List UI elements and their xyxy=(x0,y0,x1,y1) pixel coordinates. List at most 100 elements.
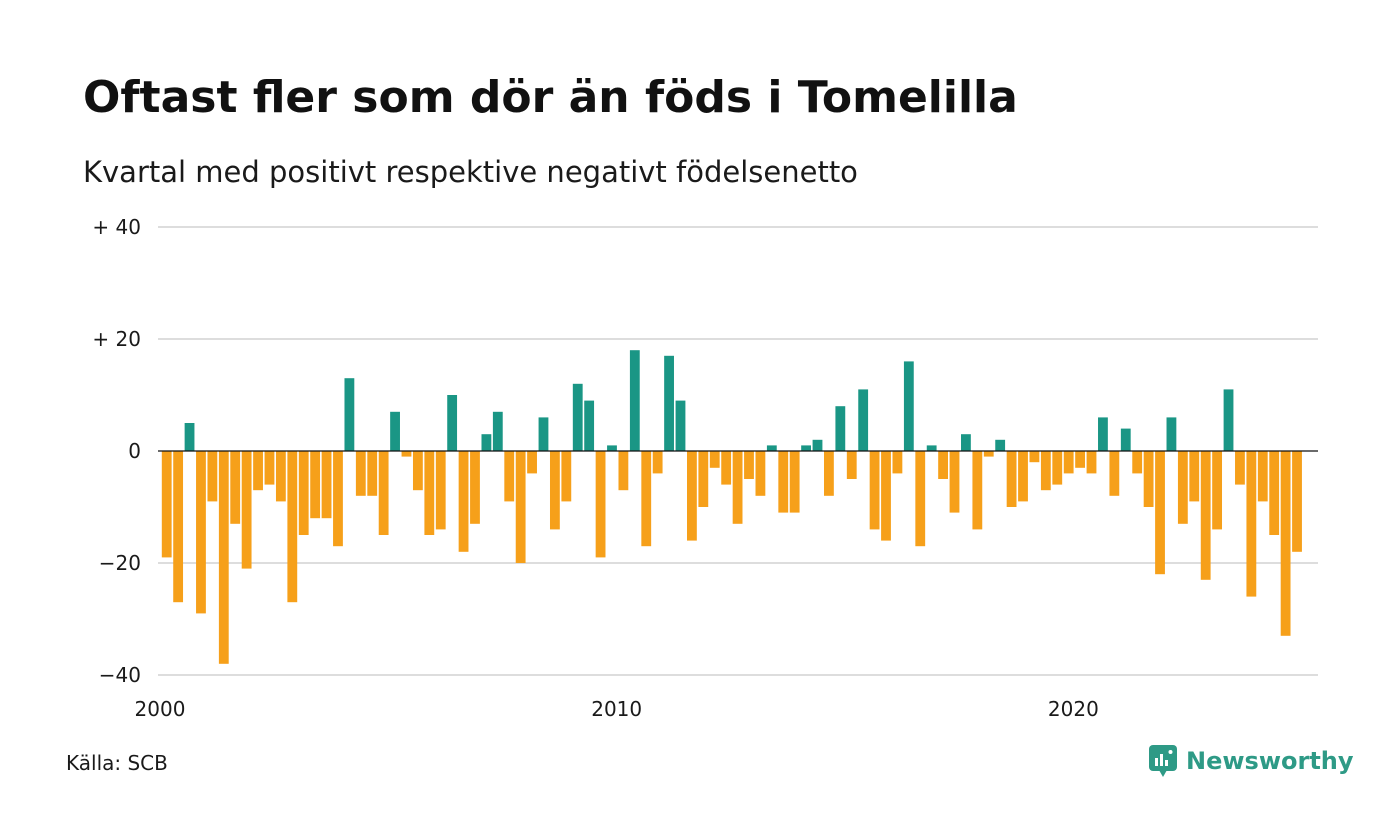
bar xyxy=(310,451,321,519)
bar xyxy=(1063,451,1074,474)
y-tick-label: −20 xyxy=(99,551,141,575)
bar xyxy=(241,451,252,569)
bar xyxy=(607,445,617,451)
bar xyxy=(629,350,640,451)
bar xyxy=(1246,451,1257,597)
bar xyxy=(789,451,800,513)
bar xyxy=(572,383,583,451)
bar xyxy=(504,451,515,502)
bar xyxy=(230,451,241,524)
bar xyxy=(1006,451,1017,507)
bar xyxy=(881,451,891,541)
bar xyxy=(492,411,503,451)
bar xyxy=(1280,451,1291,636)
bar xyxy=(1029,451,1040,463)
bar xyxy=(481,434,492,451)
y-tick-label: + 40 xyxy=(92,215,141,239)
bar xyxy=(1109,451,1120,496)
bar xyxy=(401,451,412,457)
bar xyxy=(1086,451,1097,474)
bar xyxy=(298,451,309,535)
bar xyxy=(698,451,709,507)
bar xyxy=(1200,451,1211,580)
y-axis-labels: + 40 + 20 0 −20 −40 xyxy=(92,215,141,687)
bar xyxy=(196,451,206,614)
y-tick-label: −40 xyxy=(99,663,141,687)
bar xyxy=(766,445,777,451)
bar xyxy=(801,445,811,451)
bar xyxy=(412,451,423,491)
bar xyxy=(207,451,218,502)
bar xyxy=(846,451,857,479)
bar xyxy=(321,451,332,519)
bar xyxy=(687,451,697,541)
bar xyxy=(983,451,994,457)
bar xyxy=(744,451,754,479)
bar xyxy=(778,451,789,513)
bar xyxy=(549,451,560,530)
bar xyxy=(824,451,834,496)
bar xyxy=(458,451,469,552)
newsworthy-logo-icon xyxy=(1149,745,1177,777)
bar xyxy=(253,451,263,491)
bar xyxy=(664,355,674,451)
bar xyxy=(1235,451,1245,485)
bar xyxy=(367,451,378,496)
bar-chart: + 40 + 20 0 −20 −40 2000 2010 2020 xyxy=(92,215,1318,721)
x-tick-label: 2010 xyxy=(591,697,642,721)
bars xyxy=(161,350,1302,664)
bar xyxy=(184,423,195,451)
bar xyxy=(378,451,389,535)
bar xyxy=(275,451,286,502)
bar xyxy=(835,406,846,451)
bar xyxy=(435,451,446,530)
y-tick-label: 0 xyxy=(128,439,141,463)
bar xyxy=(218,451,229,664)
chart-title: Oftast fler som dör än föds i Tomelilla xyxy=(83,72,1018,123)
bar xyxy=(264,451,275,485)
bar xyxy=(903,361,914,451)
bar xyxy=(447,395,458,451)
bar xyxy=(995,439,1006,451)
bar xyxy=(618,451,629,491)
bar xyxy=(1075,451,1086,468)
bar xyxy=(595,451,606,558)
bar xyxy=(1143,451,1154,507)
bar xyxy=(972,451,983,530)
x-tick-label: 2020 xyxy=(1048,697,1099,721)
x-tick-label: 2000 xyxy=(135,697,186,721)
bar xyxy=(515,451,526,563)
bar xyxy=(1155,451,1165,575)
bar xyxy=(161,451,172,558)
brand-name: Newsworthy xyxy=(1186,747,1354,775)
bar xyxy=(1177,451,1188,524)
source-note: Källa: SCB xyxy=(66,751,168,775)
bar xyxy=(390,411,400,451)
bar xyxy=(949,451,960,513)
bar xyxy=(1132,451,1143,474)
bar xyxy=(1212,451,1223,530)
bar xyxy=(470,451,480,524)
bar xyxy=(755,451,766,496)
grid-lines xyxy=(158,226,1318,676)
bar xyxy=(1098,417,1108,451)
bar xyxy=(858,389,869,451)
bar xyxy=(287,451,298,603)
bar xyxy=(561,451,572,502)
bar xyxy=(1018,451,1028,502)
bar xyxy=(1257,451,1268,502)
chart-subtitle: Kvartal med positivt respektive negativt… xyxy=(83,155,858,189)
bar xyxy=(344,378,355,451)
bar xyxy=(1040,451,1051,491)
bar xyxy=(1189,451,1200,502)
bar xyxy=(1120,428,1131,451)
y-tick-label: + 20 xyxy=(92,327,141,351)
bar xyxy=(675,400,686,451)
bar xyxy=(652,451,663,474)
bar xyxy=(173,451,184,603)
brand-logo: Newsworthy xyxy=(1148,744,1354,778)
bar xyxy=(333,451,343,547)
bar xyxy=(538,417,549,451)
bar xyxy=(892,451,903,474)
bar xyxy=(1223,389,1234,451)
